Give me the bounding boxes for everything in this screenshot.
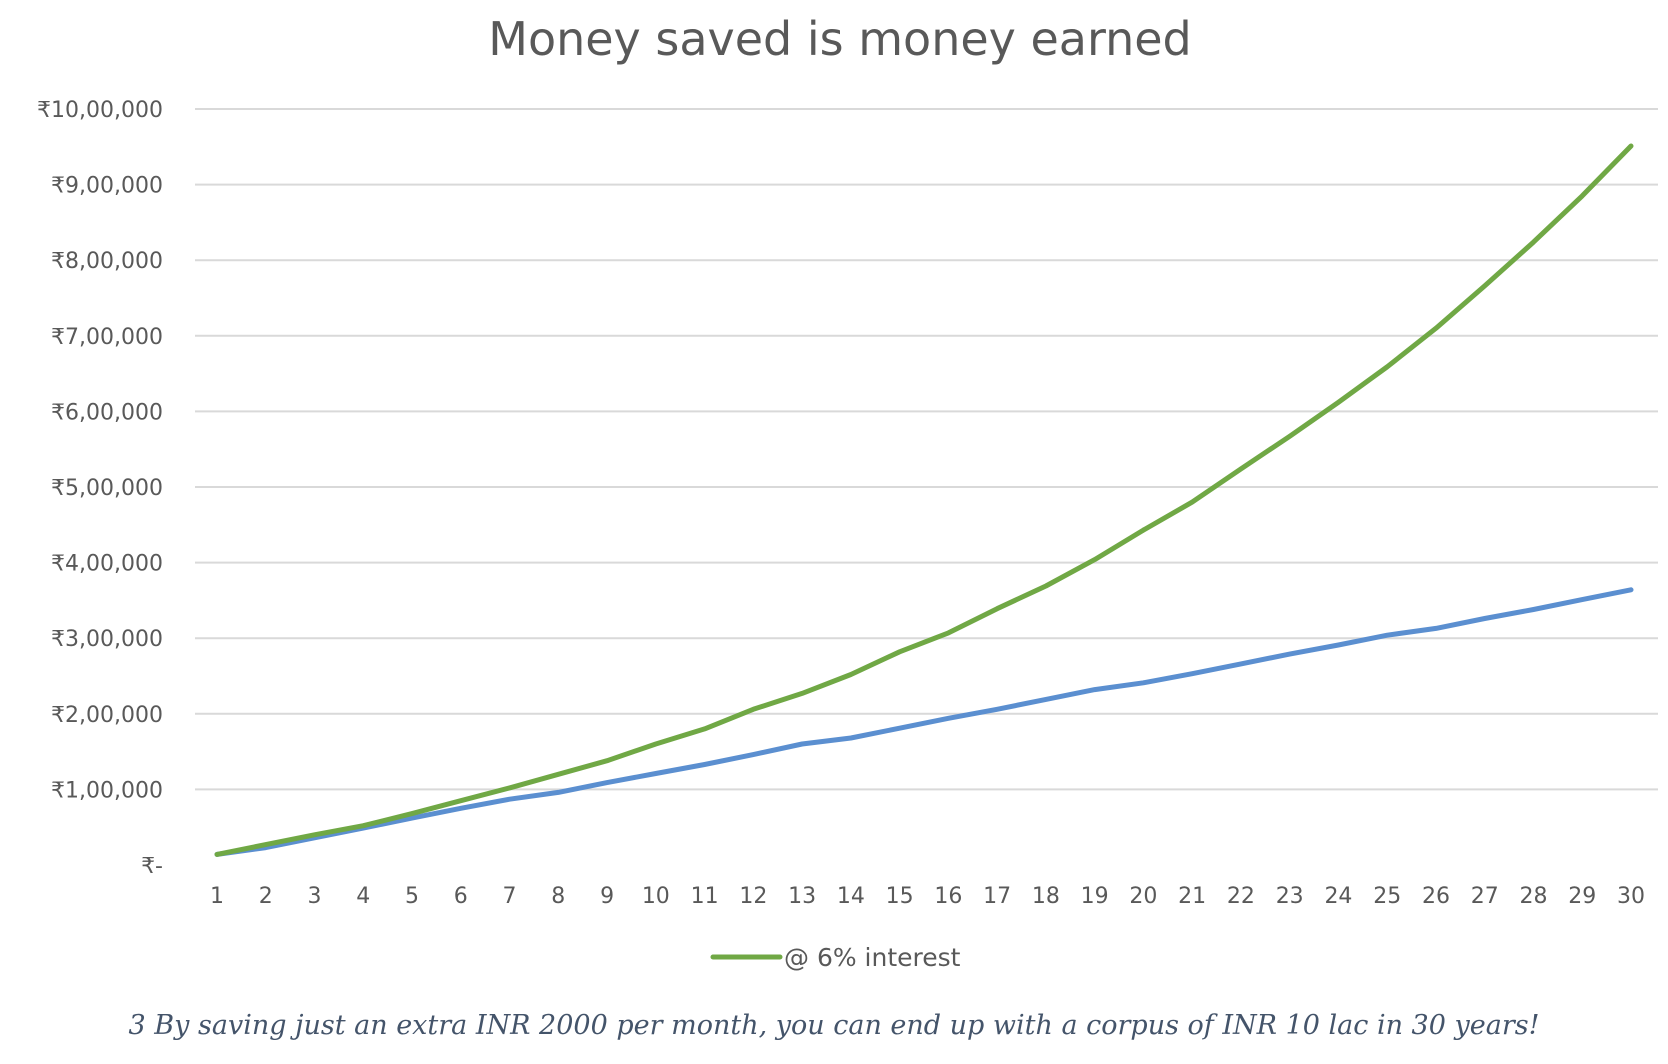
x-tick-label: 5 xyxy=(405,884,419,909)
x-tick-label: 22 xyxy=(1227,884,1255,909)
x-tick-label: 15 xyxy=(886,884,914,909)
y-axis-tick-labels: ₹- ₹1,00,000 ₹2,00,000 ₹3,00,000 ₹4,00,000 ₹5… xyxy=(37,98,163,879)
y-tick-label: ₹4,00,000 xyxy=(51,552,163,577)
series-lines xyxy=(214,143,1634,857)
y-tick-label: ₹10,00,000 xyxy=(37,98,163,123)
legend: @ 6% interest xyxy=(710,943,961,972)
x-tick-label: 11 xyxy=(691,884,719,909)
x-tick-label: 10 xyxy=(642,884,670,909)
figure-caption: 3 By saving just an extra INR 2000 per m… xyxy=(128,1010,1540,1041)
x-tick-label: 23 xyxy=(1276,884,1304,909)
x-tick-label: 29 xyxy=(1568,884,1596,909)
x-tick-label: 3 xyxy=(308,884,322,909)
x-tick-label: 21 xyxy=(1178,884,1206,909)
x-tick-label: 25 xyxy=(1373,884,1401,909)
x-tick-label: 4 xyxy=(356,884,370,909)
y-tick-label: ₹5,00,000 xyxy=(51,476,163,501)
x-tick-label: 2 xyxy=(259,884,273,909)
x-tick-label: 14 xyxy=(837,884,865,909)
x-tick-label: 17 xyxy=(983,884,1011,909)
x-tick-label: 30 xyxy=(1617,884,1645,909)
y-tick-label: ₹7,00,000 xyxy=(51,325,163,350)
y-tick-label: ₹1,00,000 xyxy=(51,778,163,803)
x-tick-label: 12 xyxy=(739,884,767,909)
y-tick-label: ₹8,00,000 xyxy=(51,249,163,274)
x-tick-label: 18 xyxy=(1032,884,1060,909)
chart-title: Money saved is money earned xyxy=(488,12,1192,66)
x-tick-label: 16 xyxy=(934,884,962,909)
x-tick-label: 6 xyxy=(454,884,468,909)
x-tick-label: 1 xyxy=(210,884,224,909)
gridlines xyxy=(195,108,1658,791)
y-tick-label: ₹6,00,000 xyxy=(51,400,163,425)
y-tick-label: ₹3,00,000 xyxy=(51,627,163,652)
series-line-1 xyxy=(214,587,1634,857)
x-tick-label: 26 xyxy=(1422,884,1450,909)
x-tick-label: 24 xyxy=(1324,884,1352,909)
x-tick-label: 7 xyxy=(503,884,517,909)
x-tick-label: 13 xyxy=(788,884,816,909)
series-line-0 xyxy=(214,143,1634,857)
x-tick-label: 28 xyxy=(1519,884,1547,909)
y-tick-label: ₹9,00,000 xyxy=(51,174,163,199)
y-tick-label: ₹- xyxy=(141,854,163,879)
legend-label-6pct-interest: @ 6% interest xyxy=(784,943,961,972)
x-tick-label: 20 xyxy=(1129,884,1157,909)
x-tick-label: 19 xyxy=(1081,884,1109,909)
x-axis-tick-labels: 1 2 3 4 5 6 7 8 9 10 11 12 13 14 15 16 17 18 19 20 21 22 23 24 2… xyxy=(210,884,1645,909)
y-tick-label: ₹2,00,000 xyxy=(51,703,163,728)
x-tick-label: 8 xyxy=(551,884,565,909)
x-tick-label: 27 xyxy=(1471,884,1499,909)
x-tick-label: 9 xyxy=(600,884,614,909)
